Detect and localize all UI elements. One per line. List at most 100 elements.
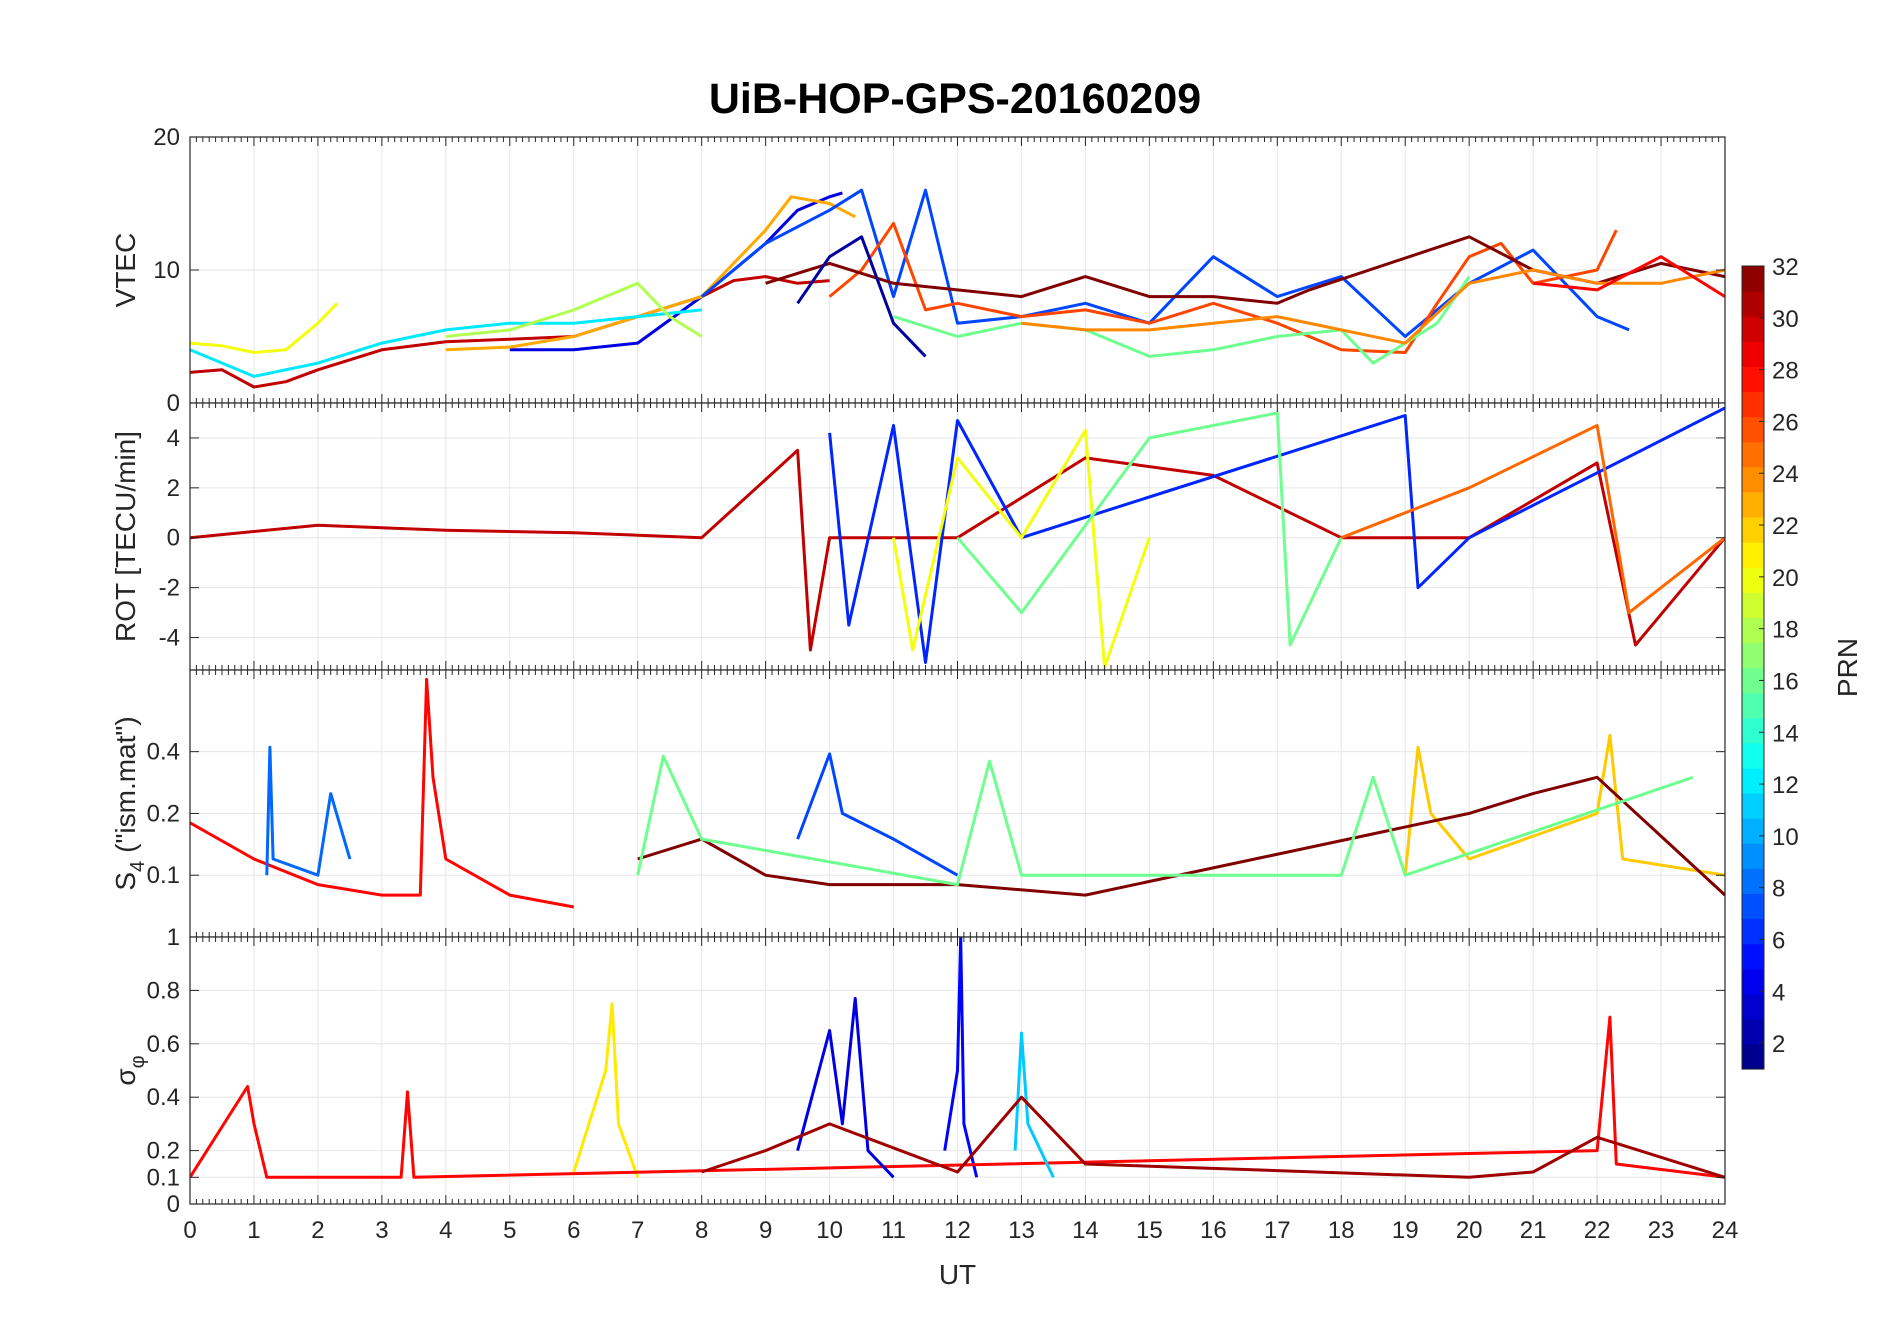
colorbar-segment [1742, 592, 1764, 618]
y-tick-label: 1 [167, 924, 180, 951]
y-axis-label: ROT [TECU/min] [110, 431, 141, 642]
colorbar-segment [1742, 767, 1764, 794]
series-prn-22 [1403, 733, 1725, 877]
y-tick-label: 0.2 [147, 800, 180, 827]
series-prn-25 [1340, 424, 1725, 615]
series-group [190, 188, 1725, 389]
series-prn-11 [1013, 1031, 1055, 1178]
y-tick-label: 0.1 [147, 862, 180, 889]
x-tick-label: 18 [1328, 1217, 1355, 1244]
colorbar-segment [1742, 567, 1764, 593]
colorbar-segment [1742, 943, 1764, 970]
colorbar-segment [1742, 1018, 1764, 1045]
y-tick-label: 4 [167, 425, 180, 452]
series-prn-2 [796, 235, 927, 358]
colorbar-tick-label: 20 [1772, 565, 1799, 592]
x-tick-label: 0 [183, 1217, 196, 1244]
series-prn-6 [828, 406, 1725, 664]
colorbar-segment [1742, 366, 1764, 393]
colorbar-segment [1742, 466, 1764, 493]
x-tick-label: 22 [1584, 1217, 1611, 1244]
x-tick-label: 21 [1520, 1217, 1547, 1244]
series-prn-31 [701, 1095, 1725, 1179]
panel-rot: -4 -2 0 2 4 ROT [TECU/min] [110, 402, 1726, 671]
y-axis-label: VTEC [110, 233, 141, 308]
colorbar-segment [1742, 843, 1764, 869]
series-group [190, 677, 1725, 909]
colorbar-segment [1742, 918, 1764, 945]
x-tick-label: 11 [881, 1217, 906, 1244]
colorbar-tick-label: 14 [1772, 720, 1799, 747]
x-tick-label: 5 [503, 1217, 516, 1244]
colorbar-tick-label: 26 [1772, 409, 1799, 436]
colorbar-segment [1742, 416, 1764, 443]
series-prn-5 [943, 937, 979, 1178]
x-tick-label: 20 [1456, 1217, 1483, 1244]
y-axis-label-rest: ("ism.mat") [110, 716, 141, 853]
colorbar-segment [1742, 1043, 1764, 1070]
x-tick-label: 13 [1008, 1217, 1035, 1244]
colorbar-segment [1742, 818, 1764, 844]
colorbar-tick-label: 6 [1772, 927, 1785, 954]
series-prn-28 [1532, 255, 1725, 298]
y-tick-label: 0.6 [147, 1031, 180, 1058]
series-prn-20 [190, 302, 339, 354]
y-tick-label: 2 [167, 475, 180, 502]
x-tick-label: 9 [759, 1217, 772, 1244]
y-axis-label: S4 ("ism.mat") [110, 716, 149, 890]
x-tick-label: 4 [439, 1217, 452, 1244]
colorbar-tick-label: 4 [1772, 979, 1785, 1006]
colorbar-label: PRN [1832, 638, 1863, 697]
chart-title: UiB-HOP-GPS-20160209 [709, 75, 1201, 123]
series-prn-16 [956, 411, 1343, 647]
series-prn-7 [796, 752, 959, 877]
x-tick-label: 17 [1264, 1217, 1291, 1244]
colorbar-segment [1742, 642, 1764, 669]
y-axis-label-sub: 4 [127, 861, 149, 872]
series-prn-21 [572, 1002, 640, 1178]
colorbar-segment [1742, 441, 1764, 468]
x-axis-label: UT [939, 1259, 976, 1290]
colorbar-segment [1742, 692, 1764, 719]
y-tick-label: 0 [167, 525, 180, 552]
colorbar-segment [1742, 968, 1764, 995]
colorbar-tick-label: 22 [1772, 513, 1799, 540]
x-tick-label: 15 [1136, 1217, 1163, 1244]
colorbar-segment [1742, 316, 1764, 342]
y-tick-label: -4 [159, 625, 180, 652]
colorbar-tick-label: 28 [1772, 358, 1799, 385]
colorbar-frame [1741, 265, 1765, 1070]
y-tick-label: 0.4 [147, 739, 180, 766]
y-tick-label: 0.1 [147, 1164, 180, 1191]
colorbar-segment [1742, 667, 1764, 694]
colorbar-segment [1742, 742, 1764, 769]
colorbar-segment [1742, 893, 1764, 920]
x-tick-label: 10 [816, 1217, 843, 1244]
series-group [190, 406, 1725, 669]
series-prn-28 [190, 677, 575, 909]
x-tick-label: 19 [1392, 1217, 1419, 1244]
series-group [190, 937, 1725, 1179]
series-prn-32 [637, 775, 1725, 897]
series-prn-4 [796, 996, 895, 1179]
series-prn-28 [190, 1015, 1725, 1179]
series-prn-30 [190, 275, 830, 389]
colorbar-tick-label: 8 [1772, 876, 1785, 903]
y-tick-label: 0 [167, 390, 180, 417]
panel-s4: 0.1 0.2 0.4 S4 ("ism.mat") [110, 669, 1726, 938]
colorbar-segment [1742, 391, 1764, 418]
colorbar-segment [1742, 717, 1764, 744]
colorbar-segment [1742, 491, 1764, 518]
panel-vtec: 0 10 20 VTEC [110, 124, 1726, 417]
y-axis-label-sub: φ [127, 1055, 149, 1068]
x-tick-label: 7 [631, 1217, 644, 1244]
x-tick-label: 3 [375, 1217, 388, 1244]
colorbar-segment [1742, 617, 1764, 644]
y-axis-label: σφ [110, 1055, 149, 1085]
colorbar-tick-label: 32 [1772, 254, 1799, 281]
colorbar-tick-label: 24 [1772, 461, 1799, 488]
colorbar-tick-label: 18 [1772, 617, 1799, 644]
